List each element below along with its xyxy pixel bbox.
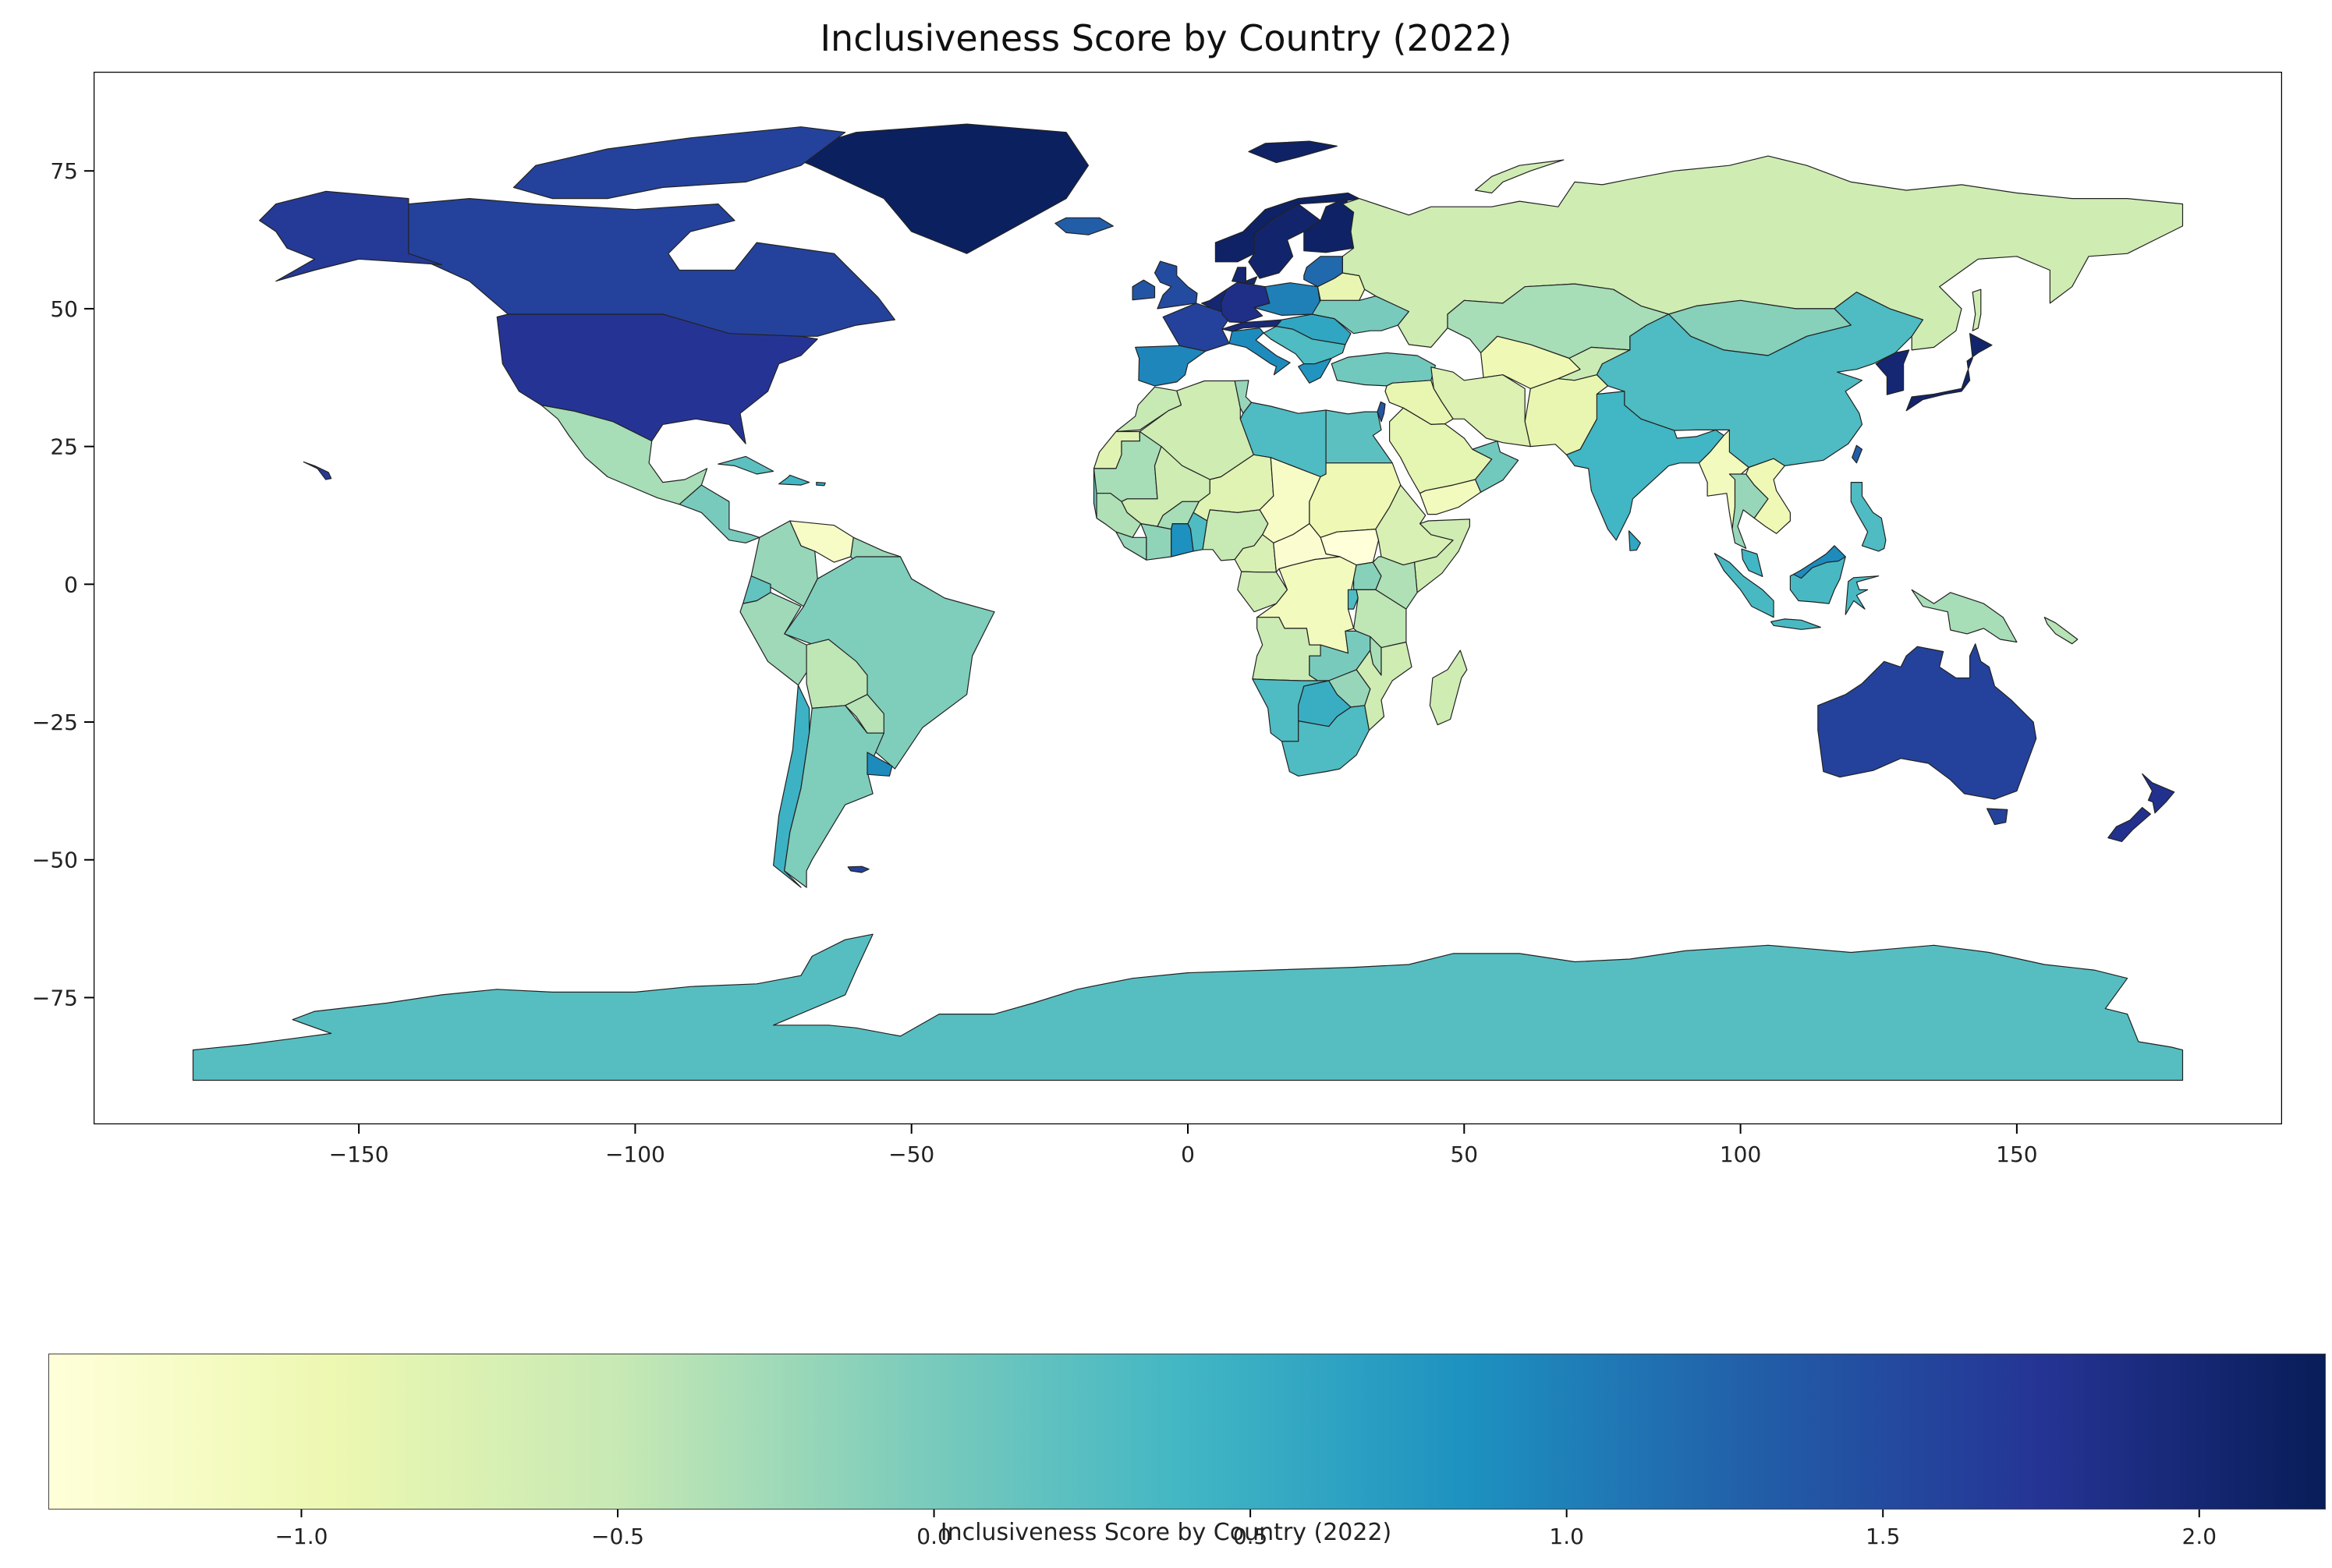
y-axis: 75 50 25 0 −25 −50 −75 — [32, 158, 94, 1011]
map-plot-area — [94, 72, 2282, 1124]
colorbar-ticks: −1.0 −0.5 0.0 0.5 1.0 1.5 2.0 — [275, 1510, 2217, 1549]
region-sakhalin — [1972, 288, 1982, 331]
x-tick-label: −100 — [605, 1141, 665, 1167]
colorbar-tick-label: −0.5 — [591, 1524, 644, 1549]
region-hungary-and-romania — [1275, 313, 1352, 345]
region-denmark — [1232, 267, 1258, 285]
region-laos-cambodia-vietnam — [1745, 458, 1791, 534]
region-puerto-rico — [816, 481, 826, 487]
colorbar-label: Inclusiveness Score by Country (2022) — [940, 1519, 1392, 1546]
region-india — [1565, 391, 1724, 541]
region-cuba-caribbean — [778, 474, 810, 486]
region-south-africa — [1281, 705, 1370, 777]
region-united-kingdom — [1154, 260, 1198, 310]
colorbar — [48, 1353, 2327, 1510]
y-tick-label: −75 — [32, 985, 78, 1011]
region-new-guinea — [1911, 589, 2018, 643]
colorbar-tick-label: 0.0 — [916, 1524, 952, 1549]
region-china — [1596, 292, 1923, 469]
colorbar-tick-label: 1.5 — [1866, 1524, 1901, 1549]
region-alaska — [259, 190, 442, 282]
y-tick-label: −50 — [32, 848, 78, 873]
region-uruguay — [867, 752, 893, 777]
y-tick-label: 25 — [50, 434, 78, 460]
regions-layer — [192, 123, 2184, 1081]
region-greece — [1298, 357, 1332, 384]
region-svalbard — [1248, 140, 1338, 164]
x-tick-label: −150 — [329, 1141, 389, 1167]
region-hawaii — [303, 461, 332, 480]
region-novaya-zemlya — [1474, 159, 1565, 194]
y-tick-label: 0 — [64, 572, 78, 597]
y-tick-label: 50 — [50, 296, 78, 322]
colorbar-tick-label: −1.0 — [275, 1524, 328, 1549]
x-tick-label: 150 — [1996, 1141, 2037, 1167]
region-gulf-states — [1472, 441, 1519, 493]
region-japan — [1905, 333, 1993, 412]
region-peru — [739, 592, 807, 686]
x-tick-label: −50 — [888, 1141, 934, 1167]
colorbar-svg — [48, 1353, 2327, 1510]
colorbar-tick-label: 0.5 — [1233, 1524, 1268, 1549]
region-papua-pacific-islands — [2043, 617, 2079, 645]
region-venezuela — [789, 520, 854, 563]
region-sumatra — [1714, 553, 1774, 618]
region-borneo-north — [1793, 545, 1846, 579]
x-tick-label: 50 — [1450, 1141, 1478, 1167]
region-somalia — [1413, 519, 1471, 593]
y-tick-label: −25 — [32, 710, 78, 735]
region-malaysia — [1741, 548, 1763, 578]
region-israel — [1377, 401, 1386, 423]
region-sri-lanka — [1628, 530, 1641, 551]
region-tasmania — [1986, 808, 2008, 826]
region-antarctica — [192, 933, 2184, 1081]
region-new-zealand-south — [2107, 806, 2151, 843]
region-yemen — [1419, 479, 1482, 515]
region-falklands — [847, 865, 870, 873]
x-axis: −150 −100 −50 0 50 100 150 — [329, 1124, 2038, 1167]
chart-title: Inclusiveness Score by Country (2022) — [820, 17, 1512, 59]
region-argentina — [784, 705, 884, 888]
colorbar-gradient — [48, 1353, 2327, 1510]
region-ireland — [1132, 279, 1156, 301]
x-tick-label: 0 — [1181, 1141, 1195, 1167]
region-brazil — [784, 556, 995, 770]
region-greenland — [784, 123, 1090, 254]
region-kenya — [1372, 556, 1418, 610]
region-new-zealand-north — [2142, 773, 2175, 814]
map-svg — [94, 72, 2282, 1124]
region-java — [1770, 618, 1821, 630]
region-mexico — [540, 405, 708, 505]
region-iceland — [1054, 217, 1114, 235]
region-senegal-and-guinea — [1096, 493, 1142, 538]
region-philippines — [1850, 481, 1887, 552]
axes-overlay: −150 −100 −50 0 50 100 150 75 50 25 0 −25 −50 −75 — [32, 158, 2038, 1167]
region-korean-peninsula — [1875, 349, 1910, 395]
region-italy — [1228, 327, 1291, 376]
region-madagascar — [1429, 649, 1468, 726]
colorbar-tick-label: 1.0 — [1549, 1524, 1584, 1549]
region-canadian-arctic-archipelago — [512, 126, 846, 200]
y-tick-label: 75 — [50, 158, 78, 184]
region-cuba — [718, 455, 774, 475]
region-russia — [1341, 155, 2184, 351]
region-iraq-and-syria — [1384, 380, 1454, 425]
colorbar-tick-label: 2.0 — [2182, 1524, 2217, 1549]
x-tick-label: 100 — [1720, 1141, 1761, 1167]
region-taiwan — [1852, 444, 1863, 464]
region-afghanistan-and-pakistan — [1524, 374, 1609, 455]
region-australia — [1817, 643, 2037, 800]
region-sulawesi — [1845, 575, 1880, 615]
